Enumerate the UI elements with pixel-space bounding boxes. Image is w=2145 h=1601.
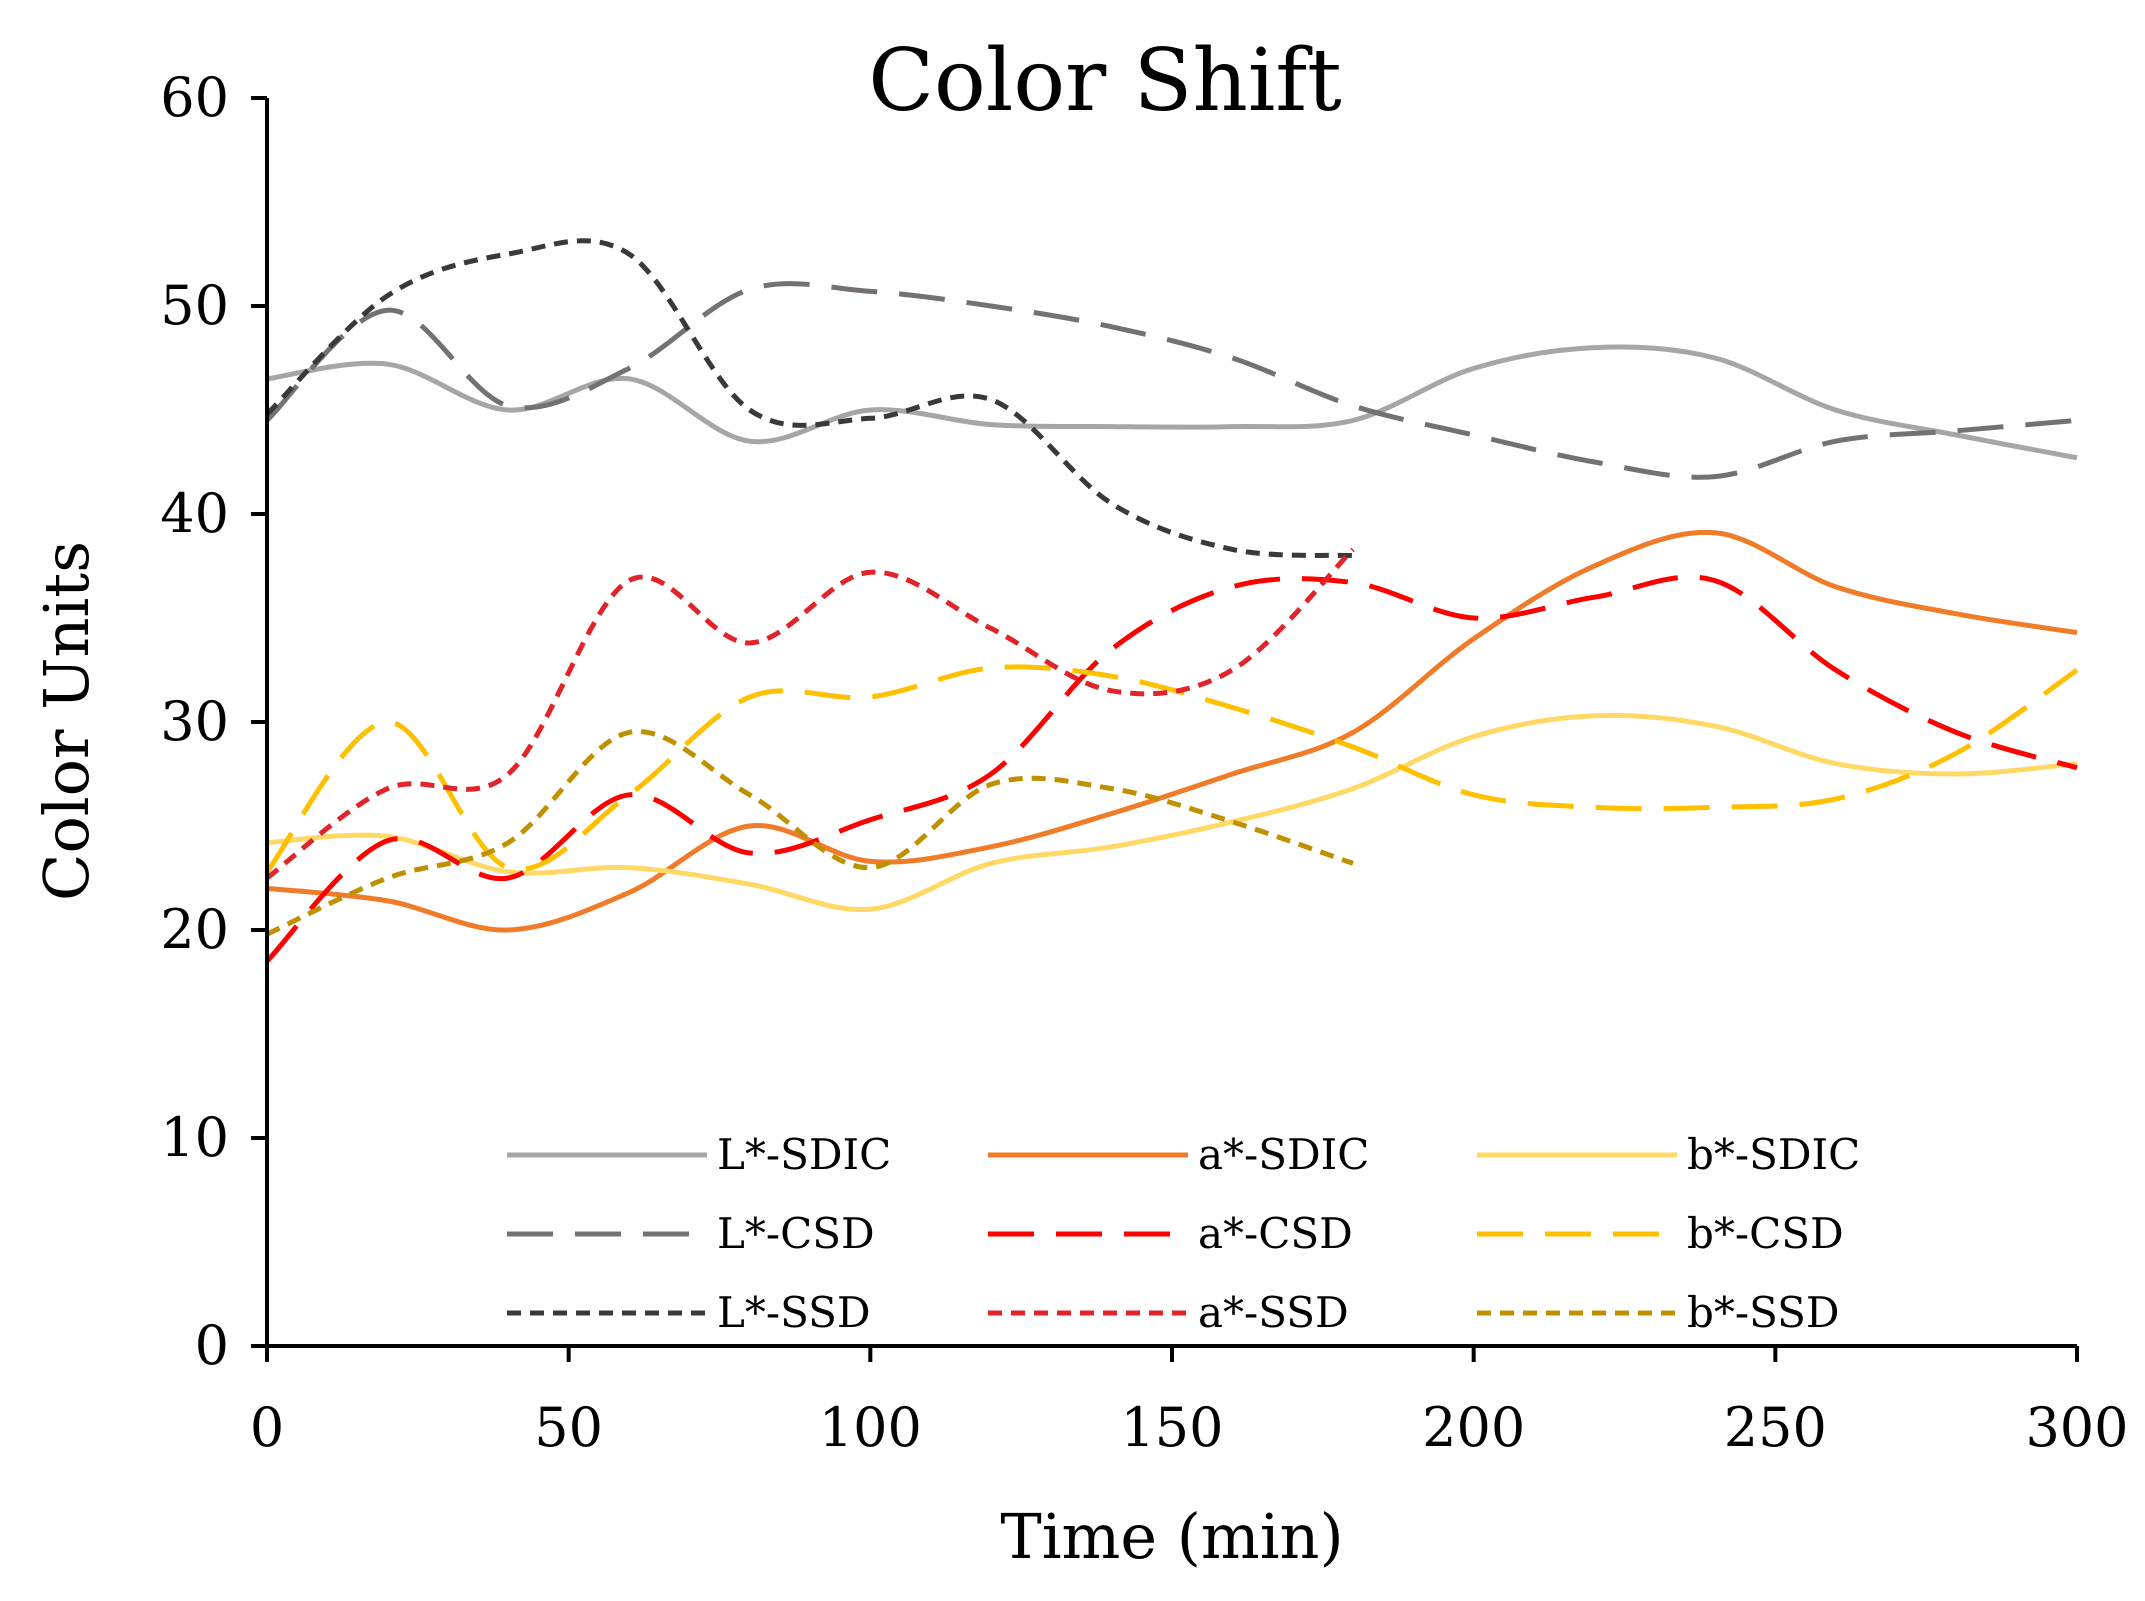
- legend-label-b-sdic: b*-SDIC: [1687, 1130, 1860, 1179]
- x-tick-label-250: 250: [1724, 1396, 1827, 1459]
- series-line-b-csd: [265, 664, 2079, 874]
- y-axis-label: Color Units: [30, 541, 103, 901]
- y-tick-label-20: 20: [160, 898, 229, 961]
- series-line-l-ssd: [265, 238, 1354, 559]
- legend-item-l-sdic: L*-SDIC: [507, 1130, 891, 1179]
- x-axis-ticks: 0 50 100 150 200 250 300: [250, 1346, 2129, 1459]
- legend-item-a-csd: a*-CSD: [988, 1209, 1353, 1258]
- legend-label-b-ssd: b*-SSD: [1687, 1288, 1840, 1337]
- x-tick-label-50: 50: [534, 1396, 603, 1459]
- series-line-l-csd: [265, 281, 2078, 480]
- legend-item-b-ssd: b*-SSD: [1477, 1288, 1840, 1337]
- legend: L*-SDIC a*-SDIC b*-SDIC L*-CSD a*-CSD b*-CSD L…: [507, 1130, 1860, 1337]
- legend-label-a-ssd: a*-SSD: [1198, 1288, 1349, 1337]
- series-layer: [265, 238, 2079, 963]
- series-line-a-csd: [265, 574, 2078, 963]
- legend-item-l-ssd: L*-SSD: [507, 1288, 871, 1337]
- legend-item-b-sdic: b*-SDIC: [1477, 1130, 1860, 1179]
- legend-item-b-csd: b*-CSD: [1477, 1209, 1844, 1258]
- legend-label-l-csd: L*-CSD: [717, 1209, 875, 1258]
- legend-item-a-sdic: a*-SDIC: [988, 1130, 1369, 1179]
- x-tick-label-300: 300: [2025, 1396, 2128, 1459]
- series-line-a-ssd: [265, 547, 1355, 881]
- x-tick-label-0: 0: [250, 1396, 284, 1459]
- x-tick-label-100: 100: [819, 1396, 922, 1459]
- legend-label-l-ssd: L*-SSD: [717, 1288, 871, 1337]
- legend-label-a-sdic: a*-SDIC: [1198, 1130, 1369, 1179]
- x-axis-label: Time (min): [1000, 1500, 1343, 1573]
- y-tick-label-40: 40: [160, 482, 229, 545]
- chart-title: Color Shift: [868, 31, 1342, 131]
- series-line-a-sdic: [266, 529, 2078, 933]
- legend-label-a-csd: a*-CSD: [1198, 1209, 1353, 1258]
- legend-item-a-ssd: a*-SSD: [988, 1288, 1349, 1337]
- y-tick-label-30: 30: [160, 690, 229, 753]
- x-tick-label-150: 150: [1120, 1396, 1223, 1459]
- legend-label-b-csd: b*-CSD: [1687, 1209, 1844, 1258]
- series-line-l-sdic: [266, 344, 2078, 461]
- y-tick-label-0: 0: [195, 1314, 229, 1377]
- y-axis-ticks: 0 10 20 30 40 50 60: [160, 66, 267, 1377]
- series-line-b-ssd: [265, 729, 1354, 937]
- y-tick-label-10: 10: [160, 1106, 229, 1169]
- legend-label-l-sdic: L*-SDIC: [717, 1130, 891, 1179]
- series-line-b-sdic: [266, 712, 2078, 913]
- x-tick-label-200: 200: [1422, 1396, 1525, 1459]
- y-tick-label-50: 50: [160, 274, 229, 337]
- y-tick-label-60: 60: [160, 66, 229, 129]
- legend-item-l-csd: L*-CSD: [507, 1209, 875, 1258]
